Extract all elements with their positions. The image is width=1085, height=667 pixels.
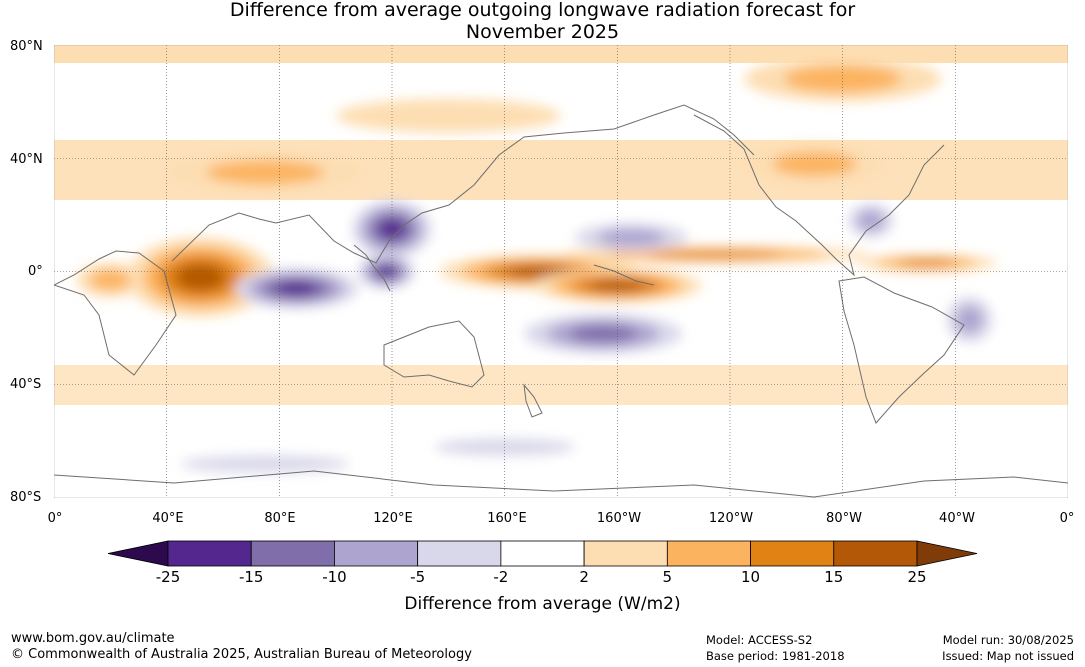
negative-anomaly-region	[597, 229, 666, 247]
lat-label-40s: 40°S	[10, 377, 42, 392]
australia-coastline	[383, 320, 485, 388]
graticule	[54, 45, 1068, 498]
lon-label-80e: 80°E	[264, 511, 296, 526]
negative-anomaly-region	[857, 210, 885, 231]
footer-model: Model: ACCESS-S2	[706, 633, 813, 647]
footer-copyright: © Commonwealth of Australia 2025, Austra…	[11, 647, 472, 662]
malay-peninsula-coastline	[353, 244, 391, 292]
lon-label-40e: 40°E	[152, 511, 184, 526]
lon-label-120w: 120°W	[708, 511, 754, 526]
pacific-island-chain	[593, 264, 655, 286]
colorbar-tick-label: -25	[155, 568, 181, 586]
lat-label-80s: 80°S	[10, 490, 42, 505]
lon-label-120e: 120°E	[373, 511, 413, 526]
colorbar-tick-label: -15	[238, 568, 264, 586]
lon-label-80w: 80°W	[826, 511, 862, 526]
negative-anomaly-region	[376, 265, 396, 278]
colorbar-cell	[833, 540, 918, 567]
colorbar-cell	[583, 540, 668, 567]
colorbar-cell	[334, 540, 419, 567]
colorbar-cell	[500, 540, 585, 567]
colorbar-tick-label: -10	[322, 568, 347, 586]
colorbar-cell	[417, 540, 502, 567]
antarctica-coastline	[54, 470, 1068, 498]
arctic-band	[54, 45, 1068, 63]
negative-anomaly-region	[180, 455, 350, 473]
south-america-coastline	[838, 276, 965, 424]
positive-anomaly-region	[90, 269, 131, 291]
colorbar-cell	[666, 540, 751, 567]
lat-label-0: 0°	[28, 264, 43, 279]
anomaly-field	[76, 56, 998, 473]
negative-anomaly-region	[275, 281, 317, 296]
map-title-line-2: November 2025	[465, 21, 620, 43]
lat-label-80n: 80°N	[10, 39, 43, 54]
colorbar	[107, 540, 978, 567]
negative-anomaly-region	[378, 219, 406, 239]
colorbar-tick-label: 5	[662, 568, 673, 586]
lon-label-160w: 160°W	[596, 511, 642, 526]
positive-anomaly-region	[206, 160, 325, 185]
colorbar-tick-label: 10	[741, 568, 761, 586]
map-title-line-1: Difference from average outgoing longwav…	[229, 0, 856, 21]
lon-label-40w: 40°W	[939, 511, 975, 526]
colorbar-tick-label: -2	[493, 568, 509, 586]
positive-anomaly-region	[896, 259, 958, 267]
lon-label-0-east: 0°	[1059, 511, 1075, 526]
olr-anomaly-map	[54, 45, 1068, 498]
positive-anomaly-region	[176, 263, 225, 291]
colorbar-tick-label: 25	[907, 568, 927, 586]
colorbar-cell	[750, 540, 835, 567]
new-zealand-coastline	[523, 383, 543, 418]
colorbar-extend-low	[107, 540, 169, 567]
eurasia-coastline	[171, 104, 755, 264]
footer-website: www.bom.gov.au/climate	[11, 631, 175, 646]
negative-anomaly-region	[569, 325, 638, 343]
colorbar-cell	[250, 540, 335, 567]
lon-label-0-west: 0°	[47, 511, 63, 526]
lat-label-40n: 40°N	[10, 152, 43, 167]
colorbar-cell	[167, 540, 252, 567]
footer-base-period: Base period: 1981-2018	[706, 649, 845, 663]
positive-anomaly-region	[649, 250, 783, 259]
colorbar-tick-label: -5	[410, 568, 426, 586]
positive-anomaly-region	[772, 152, 857, 176]
lon-label-160e: 160°E	[487, 511, 527, 526]
footer-model-run: Model run: 30/08/2025	[942, 633, 1074, 647]
colorbar-tick-label: 2	[579, 568, 589, 586]
colorbar-extend-high	[916, 540, 978, 567]
negative-anomaly-region	[955, 306, 983, 334]
colorbar-label: Difference from average (W/m2)	[404, 594, 681, 614]
coastlines	[54, 104, 1068, 498]
colorbar-tick-label: 15	[824, 568, 844, 586]
footer-issued: Issued: Map not issued	[942, 649, 1074, 663]
africa-coastline	[54, 250, 177, 376]
positive-anomaly-region	[335, 98, 561, 133]
north-america-coastline	[693, 114, 945, 277]
